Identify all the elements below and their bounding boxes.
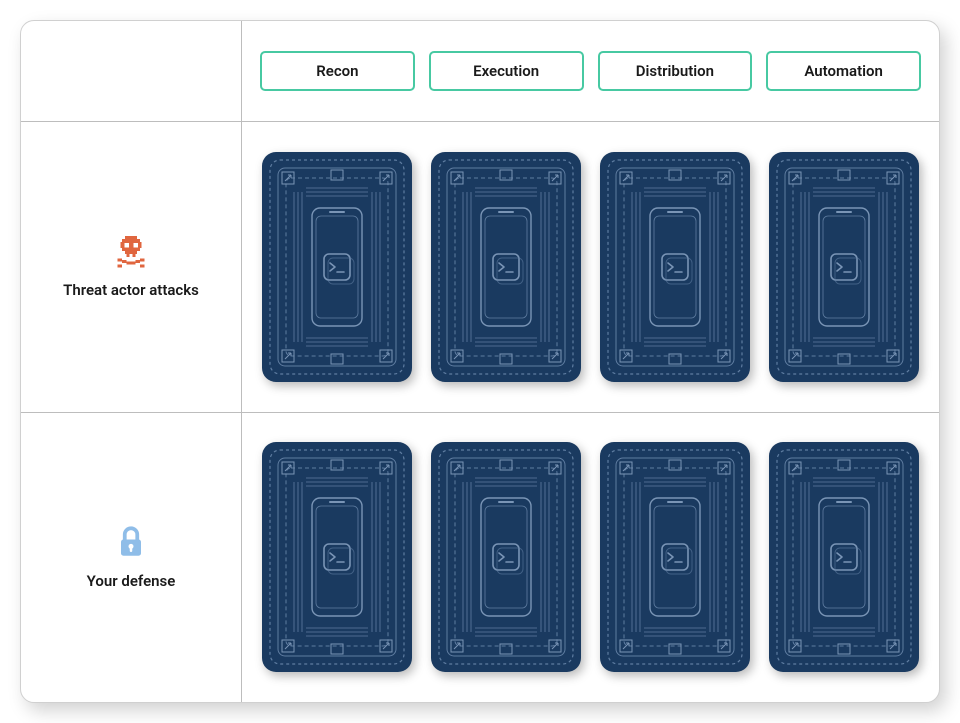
col-tab-distribution[interactable]: Distribution [598, 51, 753, 91]
card-row-defense [241, 412, 939, 703]
card-threat-automation[interactable] [769, 152, 919, 382]
col-tab-label: Execution [473, 62, 539, 80]
card-threat-recon[interactable] [262, 152, 412, 382]
card-defense-recon[interactable] [262, 442, 412, 672]
col-tab-label: Automation [804, 62, 883, 80]
col-tab-execution[interactable]: Execution [429, 51, 584, 91]
row-label-text: Threat actor attacks [63, 281, 199, 301]
row-label-defense: Your defense [21, 412, 241, 703]
matrix-panel: Recon Execution Distribution Automation [20, 20, 940, 703]
card-threat-distribution[interactable] [600, 152, 750, 382]
column-headers: Recon Execution Distribution Automation [241, 21, 939, 121]
card-defense-execution[interactable] [431, 442, 581, 672]
col-tab-automation[interactable]: Automation [766, 51, 921, 91]
row-label-text: Your defense [87, 572, 176, 592]
col-tab-label: Recon [316, 62, 358, 80]
row-label-threat: Threat actor attacks [21, 121, 241, 412]
header-spacer [21, 21, 241, 121]
col-tab-recon[interactable]: Recon [260, 51, 415, 91]
lock-icon [116, 524, 146, 560]
card-defense-distribution[interactable] [600, 442, 750, 672]
card-row-threat [241, 121, 939, 412]
col-tab-label: Distribution [636, 62, 714, 80]
card-defense-automation[interactable] [769, 442, 919, 672]
skull-icon [113, 233, 149, 269]
card-threat-execution[interactable] [431, 152, 581, 382]
